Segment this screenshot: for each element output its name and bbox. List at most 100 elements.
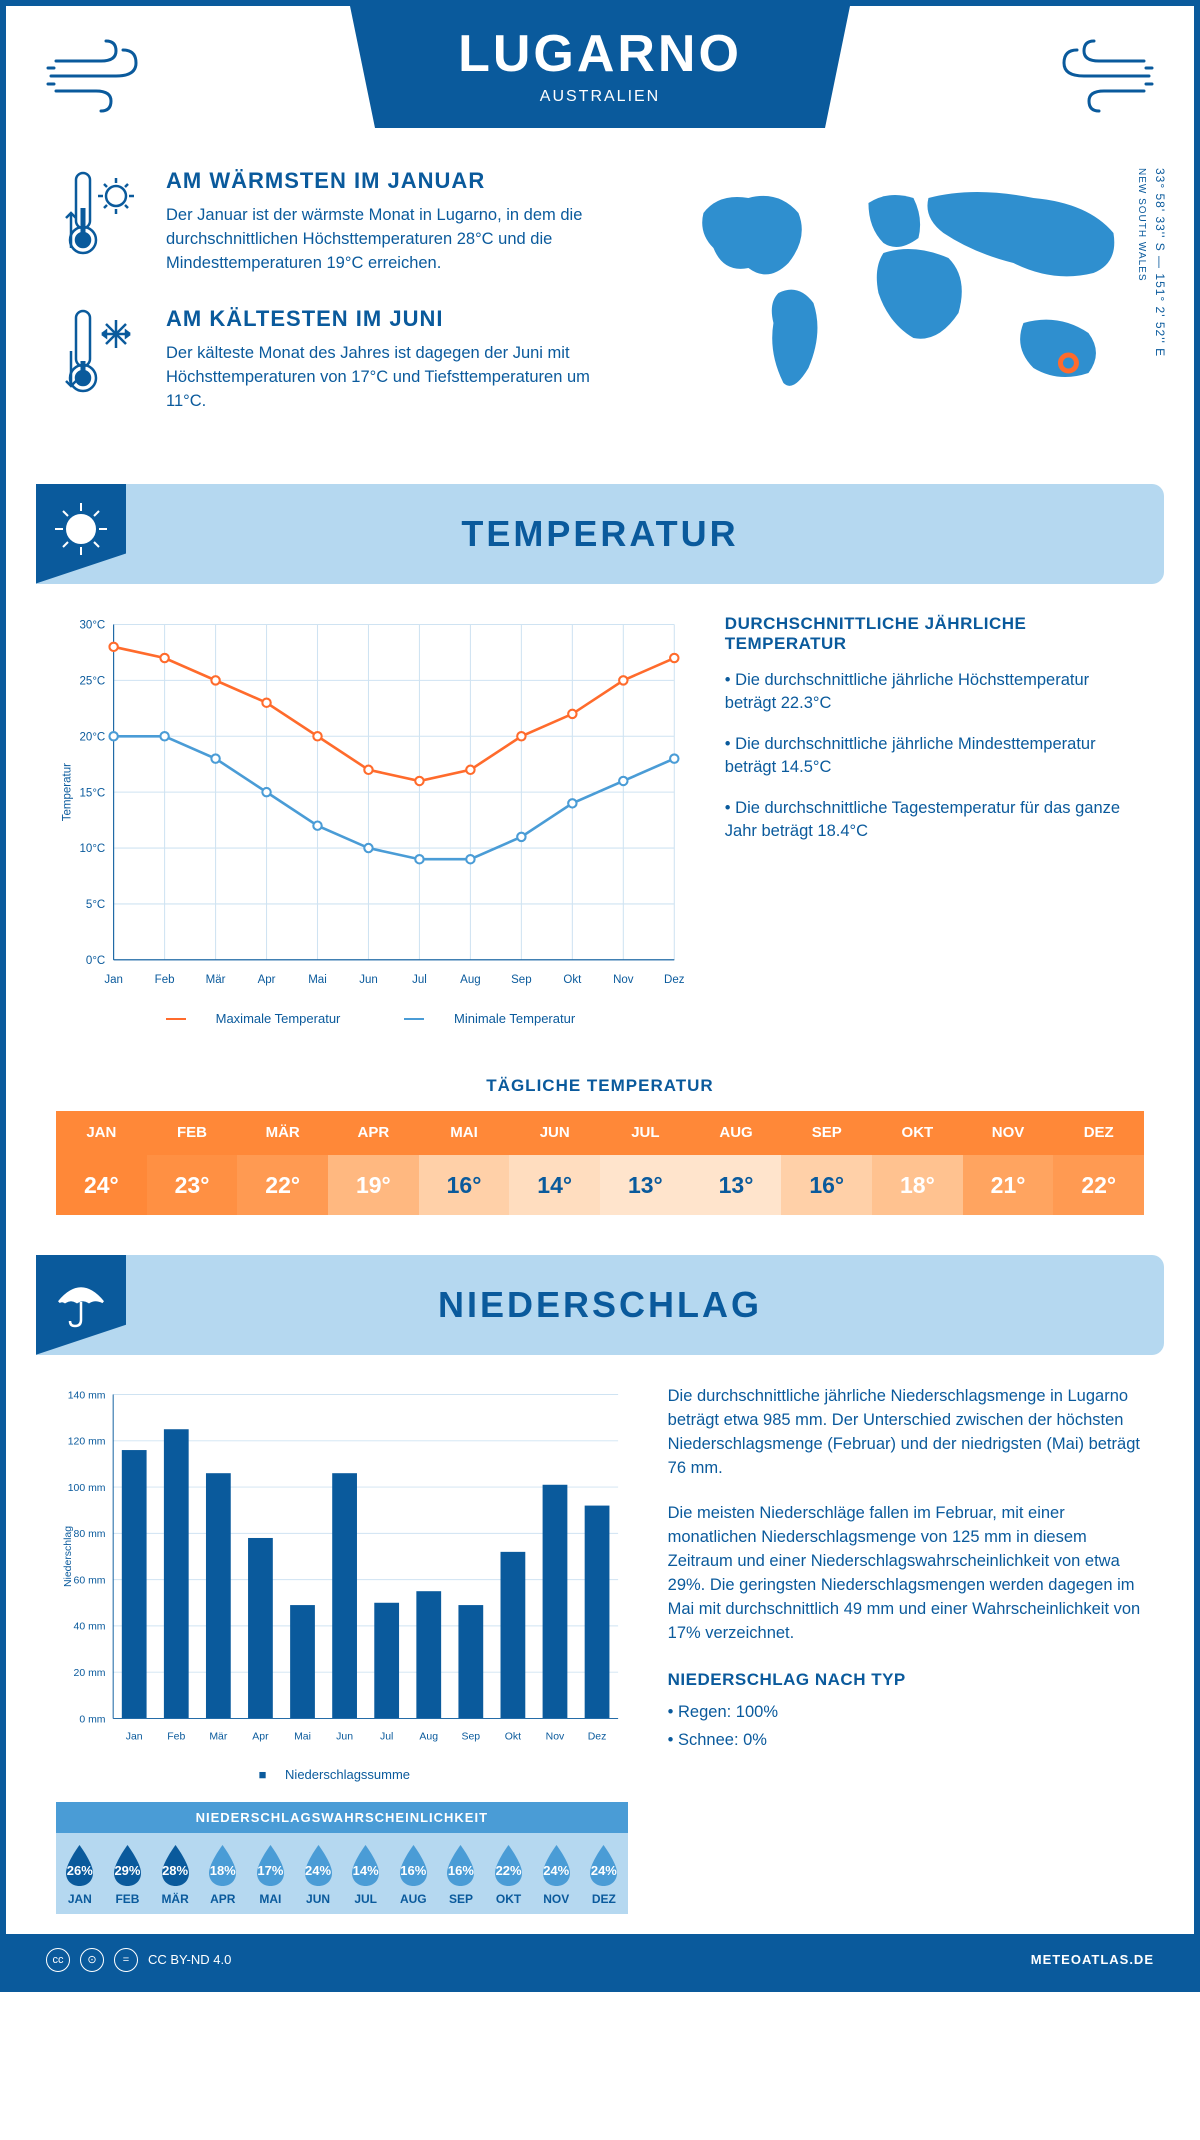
svg-text:Jul: Jul [380,1731,393,1742]
temp-stat-1: • Die durchschnittliche jährliche Höchst… [725,669,1144,715]
probability-box: NIEDERSCHLAGSWAHRSCHEINLICHKEIT 26% JAN … [56,1802,628,1914]
svg-text:15°C: 15°C [80,787,106,799]
svg-text:Aug: Aug [460,973,481,985]
umbrella-icon [36,1255,126,1355]
svg-text:20 mm: 20 mm [74,1668,106,1679]
nd-icon: = [114,1948,138,1972]
temperature-chart: 0°C5°C10°C15°C20°C25°C30°CJanFebMärAprMa… [56,614,685,1026]
svg-text:Mär: Mär [209,1731,228,1742]
svg-text:Dez: Dez [588,1731,607,1742]
svg-text:Jun: Jun [336,1731,353,1742]
svg-text:Jan: Jan [126,1731,143,1742]
svg-text:Jan: Jan [104,973,123,985]
svg-text:Jun: Jun [359,973,378,985]
daily-temp-table: JAN 24° FEB 23° MÄR 22° APR 19° MAI 16° … [56,1111,1144,1215]
svg-text:100 mm: 100 mm [68,1483,106,1494]
footer-site: METEOATLAS.DE [1031,1952,1154,1967]
svg-text:Okt: Okt [505,1731,521,1742]
svg-text:80 mm: 80 mm [74,1529,106,1540]
temperature-content: 0°C5°C10°C15°C20°C25°C30°CJanFebMärAprMa… [6,584,1194,1056]
precip-p2: Die meisten Niederschläge fallen im Febr… [668,1502,1144,1646]
svg-text:5°C: 5°C [86,899,105,911]
wind-icon-left [46,36,146,121]
svg-text:20°C: 20°C [80,731,106,743]
probability-cell: 16% SEP [437,1843,485,1906]
probability-cell: 29% FEB [104,1843,152,1906]
title-banner: LUGARNO AUSTRALIEN [350,6,850,128]
svg-text:10°C: 10°C [80,843,106,855]
country-subtitle: AUSTRALIEN [410,88,790,106]
world-map [663,168,1144,428]
temp-stat-3: • Die durchschnittliche Tagestemperatur … [725,797,1144,843]
fact-warmest: AM WÄRMSTEN IM JANUAR Der Januar ist der… [56,168,633,276]
svg-text:Sep: Sep [462,1731,481,1742]
by-icon: ⊙ [80,1948,104,1972]
sun-icon [36,484,126,584]
svg-text:Niederschlag: Niederschlag [63,1526,74,1587]
svg-text:Mär: Mär [206,973,226,985]
precip-type-title: NIEDERSCHLAG NACH TYP [668,1668,1144,1693]
svg-text:Apr: Apr [252,1731,269,1742]
svg-text:25°C: 25°C [80,675,106,687]
infographic-container: LUGARNO AUSTRALIEN [0,0,1200,1992]
probability-cell: 14% JUL [342,1843,390,1906]
daily-col: JUL 13° [600,1111,691,1215]
svg-text:0°C: 0°C [86,955,105,967]
footer: cc ⊙ = CC BY-ND 4.0 METEOATLAS.DE [6,1934,1194,1986]
svg-text:Temperatur: Temperatur [62,762,74,820]
city-title: LUGARNO [410,24,790,84]
svg-text:Nov: Nov [546,1731,565,1742]
svg-text:0 mm: 0 mm [79,1714,105,1725]
daily-col: JAN 24° [56,1111,147,1215]
probability-cell: 16% AUG [389,1843,437,1906]
temp-stat-2: • Die durchschnittliche jährliche Mindes… [725,733,1144,779]
daily-col: MÄR 22° [237,1111,328,1215]
svg-text:Sep: Sep [511,973,532,985]
fact-coldest: AM KÄLTESTEN IM JUNI Der kälteste Monat … [56,306,633,414]
header: LUGARNO AUSTRALIEN [6,6,1194,148]
fact-coldest-title: AM KÄLTESTEN IM JUNI [166,306,633,332]
precipitation-section-header: NIEDERSCHLAG [36,1255,1164,1355]
thermometer-hot-icon [56,168,146,268]
probability-cell: 28% MÄR [151,1843,199,1906]
temperature-legend: Maximale Temperatur Minimale Temperatur [56,1011,685,1026]
probability-cell: 17% MAI [247,1843,295,1906]
svg-text:Feb: Feb [167,1731,185,1742]
daily-col: FEB 23° [147,1111,238,1215]
daily-col: MAI 16° [419,1111,510,1215]
svg-text:Mai: Mai [308,973,327,985]
probability-row: 26% JAN 29% FEB 28% MÄR 18% APR 17% MAI … [56,1833,628,1914]
daily-col: NOV 21° [963,1111,1054,1215]
probability-cell: 22% OKT [485,1843,533,1906]
temperature-stats: DURCHSCHNITTLICHE JÄHRLICHE TEMPERATUR •… [725,614,1144,1026]
probability-title: NIEDERSCHLAGSWAHRSCHEINLICHKEIT [56,1802,628,1833]
fact-coldest-text: Der kälteste Monat des Jahres ist dagege… [166,342,633,414]
footer-license: cc ⊙ = CC BY-ND 4.0 [46,1948,231,1972]
svg-text:60 mm: 60 mm [74,1575,106,1586]
svg-text:Feb: Feb [155,973,175,985]
daily-temp-title: TÄGLICHE TEMPERATUR [6,1076,1194,1096]
precip-p1: Die durchschnittliche jährliche Niedersc… [668,1385,1144,1481]
info-section: AM WÄRMSTEN IM JANUAR Der Januar ist der… [6,148,1194,484]
temperature-title: TEMPERATUR [76,513,1124,555]
svg-text:Dez: Dez [664,973,685,985]
precipitation-title: NIEDERSCHLAG [76,1284,1124,1326]
svg-text:Mai: Mai [294,1731,311,1742]
daily-col: APR 19° [328,1111,419,1215]
precipitation-chart: 0 mm20 mm40 mm60 mm80 mm100 mm120 mm140 … [56,1385,628,1914]
facts-column: AM WÄRMSTEN IM JANUAR Der Januar ist der… [56,168,633,444]
temperature-section-header: TEMPERATUR [36,484,1164,584]
fact-warmest-title: AM WÄRMSTEN IM JANUAR [166,168,633,194]
wind-icon-right [1054,36,1154,121]
thermometer-cold-icon [56,306,146,406]
precip-type-1: • Regen: 100% [668,1701,1144,1725]
daily-col: DEZ 22° [1053,1111,1144,1215]
license-text: CC BY-ND 4.0 [148,1952,231,1967]
svg-text:120 mm: 120 mm [68,1436,106,1447]
fact-warmest-text: Der Januar ist der wärmste Monat in Luga… [166,204,633,276]
svg-text:140 mm: 140 mm [68,1390,106,1401]
svg-text:Okt: Okt [563,973,582,985]
probability-cell: 24% NOV [532,1843,580,1906]
coordinates-label: 33° 58' 33'' S — 151° 2' 52'' ENEW SOUTH… [1131,168,1169,357]
cc-icon: cc [46,1948,70,1972]
